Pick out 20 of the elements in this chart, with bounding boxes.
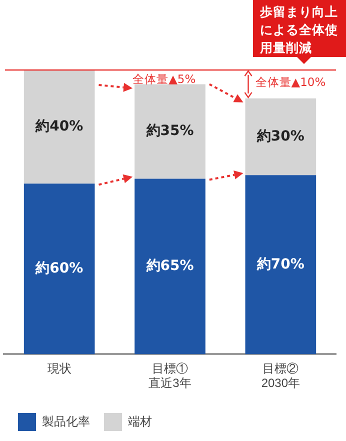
bar	[134, 178, 206, 354]
bar	[24, 184, 95, 354]
annotation: 全体量▲5%	[132, 72, 196, 87]
text: 歩留まり向上による全体使用量削減	[253, 0, 346, 57]
data-label: 約70%	[256, 256, 304, 272]
annotation: 全体量▲10%	[255, 75, 326, 90]
x-tick-label: 現状	[47, 362, 72, 376]
bar	[245, 175, 316, 354]
data-label: 約35%	[145, 123, 194, 140]
bar	[24, 70, 95, 184]
data-label: 約65%	[145, 258, 194, 274]
x-tick-label: 目標② 2030年	[261, 362, 300, 390]
x-tick-label: 目標① 直近3年	[148, 362, 192, 390]
legend-label: 製品化率	[42, 414, 90, 428]
data-label: 約60%	[34, 260, 84, 277]
bar	[134, 84, 206, 179]
bar	[245, 98, 316, 176]
data-label: 約40%	[34, 118, 84, 134]
data-label: 約30%	[256, 128, 304, 144]
legend-label: 端材	[128, 414, 152, 428]
